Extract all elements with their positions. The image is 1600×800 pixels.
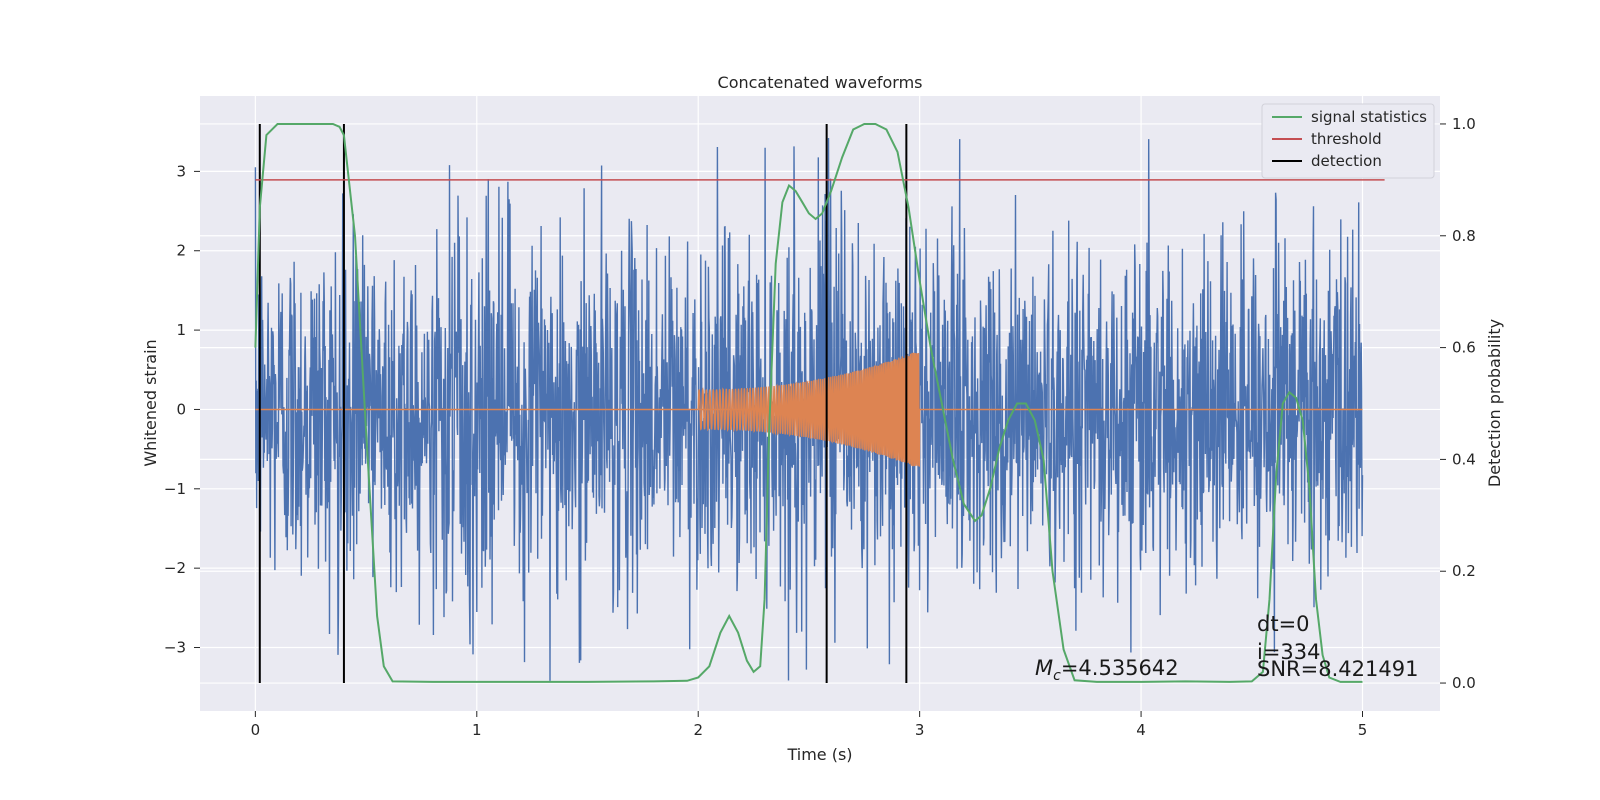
x-axis-ticks: 0 1 2 3 4 5 [251, 711, 1368, 739]
right-y-tick-label-2: 0.4 [1452, 450, 1476, 468]
x-tick-label-0: 0 [251, 721, 261, 739]
chart-title: Concatenated waveforms [718, 73, 923, 92]
chirp-mass-value: =4.535642 [1061, 656, 1179, 680]
left-y-tick-label-0: −3 [164, 639, 186, 657]
chirp-mass-annotation: Mc=4.535642 [1035, 656, 1179, 684]
right-y-axis-ticks: 0.0 0.2 0.4 0.6 0.8 1.0 [1440, 115, 1476, 692]
right-y-tick-label-1: 0.2 [1452, 562, 1476, 580]
x-tick-label-5: 5 [1358, 721, 1368, 739]
x-tick-label-3: 3 [915, 721, 925, 739]
legend-label-threshold: threshold [1311, 130, 1382, 148]
chirp-mass-subscript: c [1053, 668, 1061, 684]
left-y-tick-label-4: 1 [176, 321, 186, 339]
chirp-mass-symbol: M [1035, 656, 1053, 680]
signal-statistics-line [254, 123, 1363, 683]
x-tick-label-2: 2 [693, 721, 703, 739]
legend: signal statistics threshold detection [1261, 103, 1435, 179]
left-y-tick-label-6: 3 [176, 162, 186, 180]
right-y-tick-label-4: 0.8 [1452, 227, 1476, 245]
right-y-axis-label: Detection probability [1485, 319, 1504, 487]
index-annotation: i=334 [1257, 640, 1321, 664]
right-y-tick-label-3: 0.6 [1452, 339, 1476, 357]
left-y-tick-label-3: 0 [176, 400, 186, 418]
legend-label-detection: detection [1311, 152, 1382, 170]
left-y-tick-label-5: 2 [176, 242, 186, 260]
x-axis-label: Time (s) [786, 745, 852, 764]
left-y-tick-label-1: −2 [164, 559, 186, 577]
legend-box [1261, 103, 1435, 179]
right-y-tick-label-5: 1.0 [1452, 115, 1476, 133]
snr-annotation: SNR=8.421491 [1257, 657, 1418, 681]
right-y-tick-label-0: 0.0 [1452, 674, 1476, 692]
left-y-tick-label-2: −1 [164, 480, 186, 498]
left-y-axis-label: Whitened strain [141, 339, 160, 466]
dt-annotation: dt=0 [1257, 612, 1310, 636]
left-y-axis-ticks: −3 −2 −1 0 1 2 3 [164, 162, 200, 657]
legend-label-signal-statistics: signal statistics [1311, 108, 1427, 126]
x-tick-label-4: 4 [1136, 721, 1146, 739]
x-tick-label-1: 1 [472, 721, 482, 739]
